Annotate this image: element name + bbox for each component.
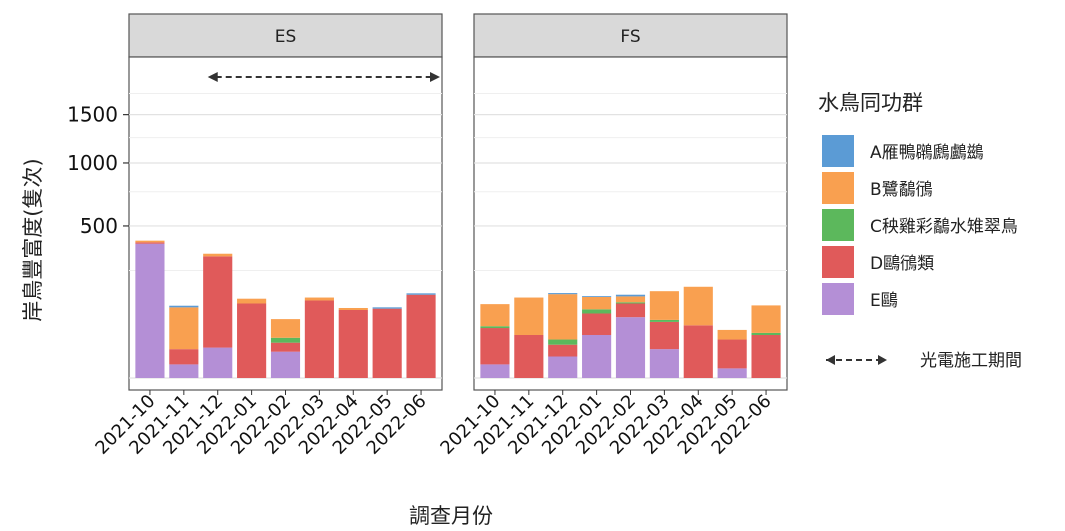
bar-segment — [406, 293, 436, 295]
bar-segment — [751, 305, 781, 333]
legend-entry-label: B鷺鷸鴴 — [870, 180, 933, 200]
legend-entry-label: D鷗鴴類 — [870, 254, 934, 274]
legend-swatch — [822, 172, 854, 204]
bar-segment — [582, 334, 612, 378]
bar-segment — [169, 364, 199, 378]
bar-segment — [649, 349, 679, 378]
legend-entry-label: C秧雞彩鷸水雉翠鳥 — [870, 217, 1018, 237]
bar-segment — [548, 344, 578, 357]
y-tick-label: 1500 — [67, 103, 118, 127]
bar-segment — [135, 243, 165, 378]
construction-period-arrow — [207, 72, 440, 82]
bar-segment — [270, 337, 301, 343]
legend-entry-label: E鷗 — [870, 291, 898, 311]
facet-strip-fs — [473, 13, 788, 58]
bar-segment — [237, 298, 267, 304]
bar-segment — [751, 332, 781, 335]
legend: 水鳥同功群 A雁鴨鸊鷉鸕鷀 B鷺鷸鴴 C秧雞彩鷸水雉翠鳥 D鷗鴴類 E鷗 光電施工期間 — [818, 91, 1022, 371]
bar-segment — [480, 364, 510, 378]
bar-segment — [480, 328, 510, 365]
bars-es — [135, 240, 436, 378]
y-tick-label: 1000 — [67, 151, 118, 175]
bar-segment — [683, 325, 713, 378]
annotation-arrowhead-left — [207, 72, 218, 82]
legend-annotation-entry: 光電施工期間 — [826, 351, 1022, 371]
bar-segment — [304, 300, 334, 378]
bar-segment — [649, 321, 679, 350]
legend-swatch — [822, 209, 854, 241]
bar-segment — [270, 319, 301, 338]
facet-panel-fs: FS 2021-102021-112021-122022-012022-0220… — [436, 13, 788, 459]
legend-items: A雁鴨鸊鷉鸕鷀 B鷺鷸鴴 C秧雞彩鷸水雉翠鳥 D鷗鴴類 E鷗 — [822, 135, 1018, 315]
bar-segment — [270, 351, 301, 378]
bar-segment — [514, 334, 544, 378]
annotation-arrowhead-right — [430, 72, 440, 82]
bar-segment — [751, 334, 781, 378]
bar-segment — [304, 297, 334, 301]
facet-label-fs: FS — [620, 27, 640, 47]
bar-segment — [717, 329, 747, 340]
bar-segment — [717, 339, 747, 369]
bar-segment — [683, 286, 713, 326]
bar-segment — [203, 256, 233, 348]
bar-segment — [717, 368, 747, 378]
bar-segment — [338, 310, 368, 378]
bar-segment — [548, 339, 578, 345]
bar-segment — [615, 303, 646, 318]
bar-segment — [135, 240, 165, 243]
bar-segment — [582, 296, 612, 297]
bar-segment — [582, 313, 612, 335]
bar-segment — [548, 294, 578, 340]
legend-arrowhead-left — [826, 355, 835, 365]
bar-segment — [649, 319, 679, 322]
bar-segment — [270, 342, 301, 352]
y-axis-label: 岸鳥豐富度(隻次) — [21, 158, 45, 321]
legend-annotation-label: 光電施工期間 — [920, 351, 1022, 371]
bar-segment — [615, 302, 646, 304]
bar-segment — [582, 296, 612, 310]
bar-segment — [480, 304, 510, 327]
legend-arrowhead-right — [878, 355, 887, 365]
bar-segment — [480, 326, 510, 329]
legend-swatch — [822, 246, 854, 278]
facet-strip-es — [128, 13, 443, 58]
legend-swatch — [822, 135, 854, 167]
bar-segment — [514, 297, 544, 335]
bar-segment — [169, 349, 199, 365]
bar-segment — [203, 347, 233, 378]
x-axis-label: 調查月份 — [409, 504, 493, 528]
legend-swatch — [822, 283, 854, 315]
facet-label-es: ES — [275, 27, 297, 47]
facet-panel-es: ES 2021-102021-112021-122022-012022-0220… — [91, 13, 443, 459]
bars-fs — [480, 286, 781, 378]
legend-entry-label: A雁鴨鸊鷉鸕鷀 — [870, 143, 984, 163]
bar-segment — [615, 317, 646, 378]
y-tick-label: 500 — [80, 214, 118, 238]
bar-segment — [338, 307, 368, 310]
bar-segment — [372, 307, 402, 309]
x-tick-labels-es: 2021-102021-112021-122022-012022-022022-… — [91, 390, 431, 459]
x-tick-labels-fs: 2021-102021-112021-122022-012022-022022-… — [436, 390, 776, 459]
bar-segment — [582, 309, 612, 314]
bar-segment — [548, 293, 578, 295]
bar-segment — [615, 296, 646, 303]
bar-segment — [203, 253, 233, 257]
bar-segment — [169, 307, 199, 350]
bar-segment — [169, 305, 199, 308]
bar-segment — [615, 294, 646, 297]
bar-segment — [237, 303, 267, 378]
y-axis-ticks: 500 1000 1500 — [67, 103, 129, 238]
legend-title: 水鳥同功群 — [818, 91, 923, 115]
bar-segment — [372, 308, 402, 378]
bar-segment — [406, 294, 436, 378]
bar-segment — [548, 356, 578, 378]
bar-segment — [135, 242, 165, 244]
bar-segment — [649, 291, 679, 320]
